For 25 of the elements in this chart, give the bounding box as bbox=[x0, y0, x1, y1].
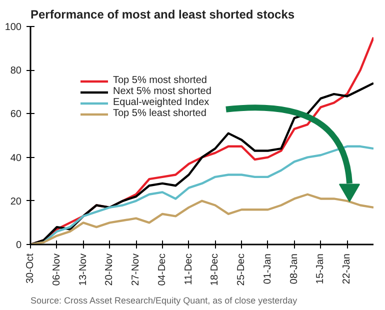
x-tick-label: 25-Dec bbox=[236, 253, 248, 286]
source-note: Source: Cross Asset Research/Equity Quant, as of close yesterday bbox=[30, 296, 298, 306]
legend-label: Top 5% most shorted bbox=[113, 75, 207, 86]
legend-label: Top 5% least shorted bbox=[113, 108, 206, 119]
x-tick-label: 15-Jan bbox=[315, 254, 326, 284]
x-tick-label: 01-Jan bbox=[262, 254, 274, 284]
y-tick-label: 40 bbox=[10, 152, 22, 164]
x-tick-label: 20-Nov bbox=[104, 253, 116, 286]
x-tick-label: 30-Oct bbox=[25, 253, 36, 284]
x-tick-label: 13-Nov bbox=[78, 253, 89, 286]
legend-label: Next 5% most shorted bbox=[113, 86, 212, 97]
x-tick-label: 06-Nov bbox=[51, 253, 62, 286]
x-tick-label: 22-Jan bbox=[342, 254, 353, 284]
x-tick-label: 08-Jan bbox=[288, 254, 300, 284]
x-tick-label: 27-Nov bbox=[130, 253, 142, 286]
legend-label: Equal-weighted Index bbox=[113, 97, 210, 108]
y-tick-label: 80 bbox=[10, 66, 22, 77]
x-tick-label: 11-Dec bbox=[183, 253, 194, 285]
y-tick-label: 100 bbox=[4, 22, 22, 33]
y-tick-label: 60 bbox=[10, 109, 22, 120]
x-tick-label: 04-Dec bbox=[156, 253, 168, 286]
chart-title: Performance of most and least shorted stocks bbox=[30, 8, 295, 22]
y-tick-label: 20 bbox=[10, 196, 22, 208]
y-tick-label: 0 bbox=[16, 240, 22, 251]
x-tick-label: 18-Dec bbox=[210, 253, 221, 286]
